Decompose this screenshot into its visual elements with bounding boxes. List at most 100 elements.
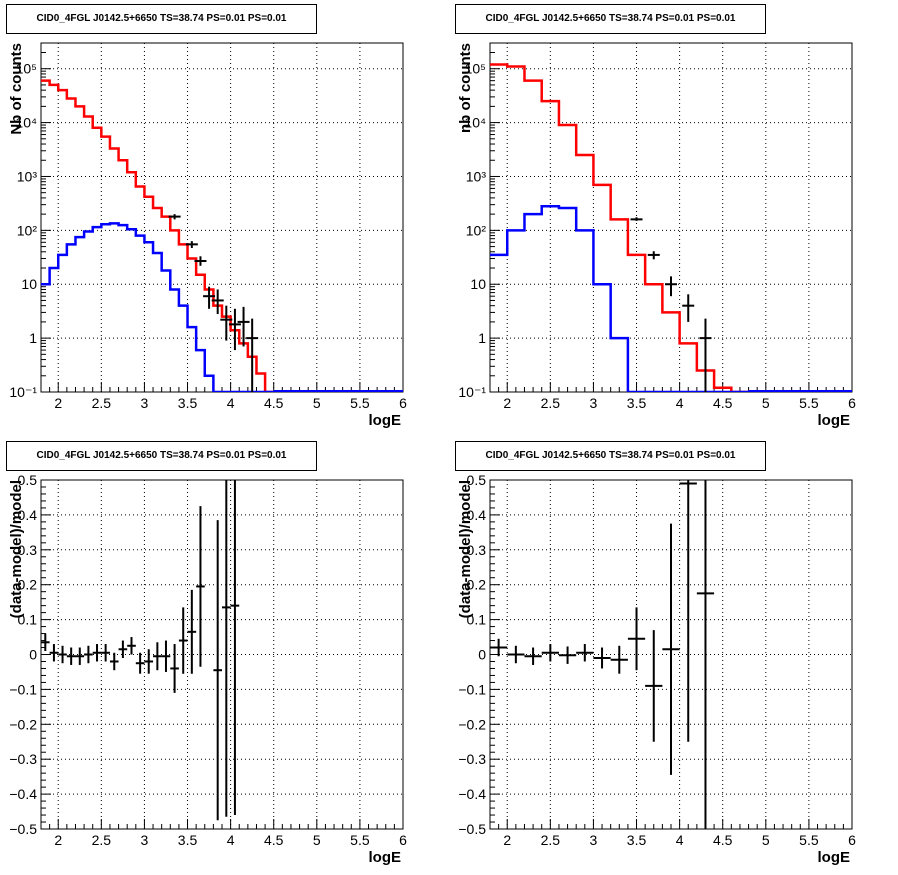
y-tick-label: −0.4 (9, 786, 37, 802)
x-tick-label: 6 (848, 832, 856, 848)
residual-point (170, 644, 179, 693)
x-tick-label: 4.5 (264, 395, 284, 411)
y-tick-label: 0.4 (18, 507, 38, 523)
residual-point (196, 506, 205, 667)
data-point (630, 217, 643, 221)
x-tick-label: 6 (848, 395, 856, 411)
residual-point (610, 645, 628, 674)
data-point (237, 306, 250, 347)
x-tick-label: 5 (762, 832, 770, 848)
residual-point (41, 633, 50, 652)
panel-bottom-right: CID0_4FGL J0142.5+6650 TS=38.74 PS=0.01 … (449, 437, 898, 875)
chart-title: CID0_4FGL J0142.5+6650 TS=38.74 PS=0.01 … (455, 4, 766, 34)
residual-point (696, 480, 715, 829)
data-point (228, 308, 241, 351)
x-tick-label: 3 (590, 832, 598, 848)
plot-area (490, 63, 852, 392)
residual-point (178, 607, 188, 674)
x-tick-label: 5 (313, 832, 321, 848)
y-tick-label: 10 (470, 276, 486, 292)
x-tick-label: 2.5 (541, 832, 561, 848)
residual-point (507, 645, 525, 664)
x-tick-label: 6 (399, 832, 407, 848)
histogram-series (490, 63, 749, 392)
x-tick-label: 5 (313, 395, 321, 411)
x-axis-label: logE (369, 412, 402, 429)
residual-point (161, 640, 171, 672)
histogram-series (490, 205, 749, 392)
y-tick-label: −0.5 (458, 821, 486, 837)
y-tick-label: 10⁻¹ (9, 384, 37, 400)
y-tick-label: 0.2 (18, 577, 38, 593)
residual-point (118, 640, 128, 658)
panel-top-right: CID0_4FGL J0142.5+6650 TS=38.74 PS=0.01 … (449, 0, 898, 437)
y-tick-label: 0.5 (18, 472, 38, 488)
y-tick-label: −0.1 (9, 681, 37, 697)
residual-point (593, 647, 611, 669)
data-point (211, 289, 224, 315)
y-tick-label: 10⁴ (464, 115, 486, 131)
counts-chart-left: 2 2.5 3 3.5 4 4.5 5 5.5 6 10⁻¹ 1 10 10² 10³ 10⁴ 10⁵ logE… (8, 42, 407, 429)
residual-point (92, 644, 102, 662)
panel-bottom-left: CID0_4FGL J0142.5+6650 TS=38.74 PS=0.01 … (0, 437, 449, 875)
residual-point (490, 638, 508, 657)
residual-point (222, 480, 231, 817)
y-tick-label: −0.2 (458, 716, 486, 732)
x-tick-label: 4 (227, 832, 235, 848)
y-tick-label: 10⁻¹ (458, 384, 486, 400)
chart-title: CID0_4FGL J0142.5+6650 TS=38.74 PS=0.01 … (6, 4, 317, 34)
data-point (665, 276, 677, 297)
x-tick-label: 3.5 (627, 832, 647, 848)
x-tick-label: 4 (676, 395, 684, 411)
x-tick-label: 4 (227, 395, 235, 411)
x-axis-label: logE (818, 849, 851, 866)
y-tick-label: 1 (29, 330, 37, 346)
plot-frame (489, 42, 853, 393)
y-tick-label: −0.3 (458, 751, 486, 767)
residual-point (558, 646, 577, 664)
x-tick-label: 2 (503, 395, 511, 411)
plot-frame (40, 42, 404, 393)
residuals-chart-left: 2 2.5 3 3.5 4 4.5 5 5.5 6 −0.5 −0.4 −0.3 −0.2 −0.1 0 0.… (8, 472, 407, 866)
x-tick-label: 4.5 (713, 832, 733, 848)
residual-point (109, 652, 119, 671)
x-tick-label: 3 (141, 395, 149, 411)
y-tick-label: 10⁵ (465, 61, 486, 77)
plot-area (41, 79, 403, 392)
y-tick-label: 0 (29, 647, 37, 663)
histogram-series (41, 79, 274, 392)
x-tick-label: 5.5 (350, 395, 370, 411)
residual-point (679, 480, 697, 742)
x-tick-label: 6 (399, 395, 407, 411)
residual-point (524, 647, 542, 665)
residuals-chart-right: 2 2.5 3 3.5 4 4.5 5 5.5 6 −0.5 −0.4 −0.3 −0.2 −0.1 0 0.… (457, 472, 856, 866)
data-point (168, 214, 181, 220)
residual-point (58, 645, 67, 664)
y-tick-label: 0.1 (18, 612, 38, 628)
residual-point (627, 607, 646, 671)
y-tick-label: 0.3 (467, 542, 487, 558)
y-tick-label: −0.5 (9, 821, 37, 837)
x-axis-label: logE (818, 412, 851, 429)
x-tick-label: 5.5 (799, 395, 819, 411)
y-tick-label: 0 (478, 647, 486, 663)
y-axis-label: Nb of counts (8, 43, 25, 135)
x-tick-label: 2 (503, 832, 511, 848)
residual-point (645, 630, 663, 742)
y-tick-label: 0.4 (467, 507, 487, 523)
data-point (185, 241, 198, 249)
residual-point (127, 637, 136, 655)
residual-point (75, 647, 85, 665)
residual-point (101, 644, 110, 662)
y-tick-label: 10 (21, 276, 37, 292)
data-point (682, 294, 695, 322)
x-tick-label: 3 (590, 395, 598, 411)
residual-point (541, 644, 559, 662)
y-tick-label: 0.1 (467, 612, 487, 628)
y-tick-label: 10⁵ (16, 61, 37, 77)
x-tick-label: 4.5 (264, 832, 284, 848)
x-tick-label: 4 (676, 832, 684, 848)
y-tick-label: −0.3 (9, 751, 37, 767)
x-tick-label: 3.5 (178, 395, 198, 411)
x-tick-label: 2 (54, 832, 62, 848)
